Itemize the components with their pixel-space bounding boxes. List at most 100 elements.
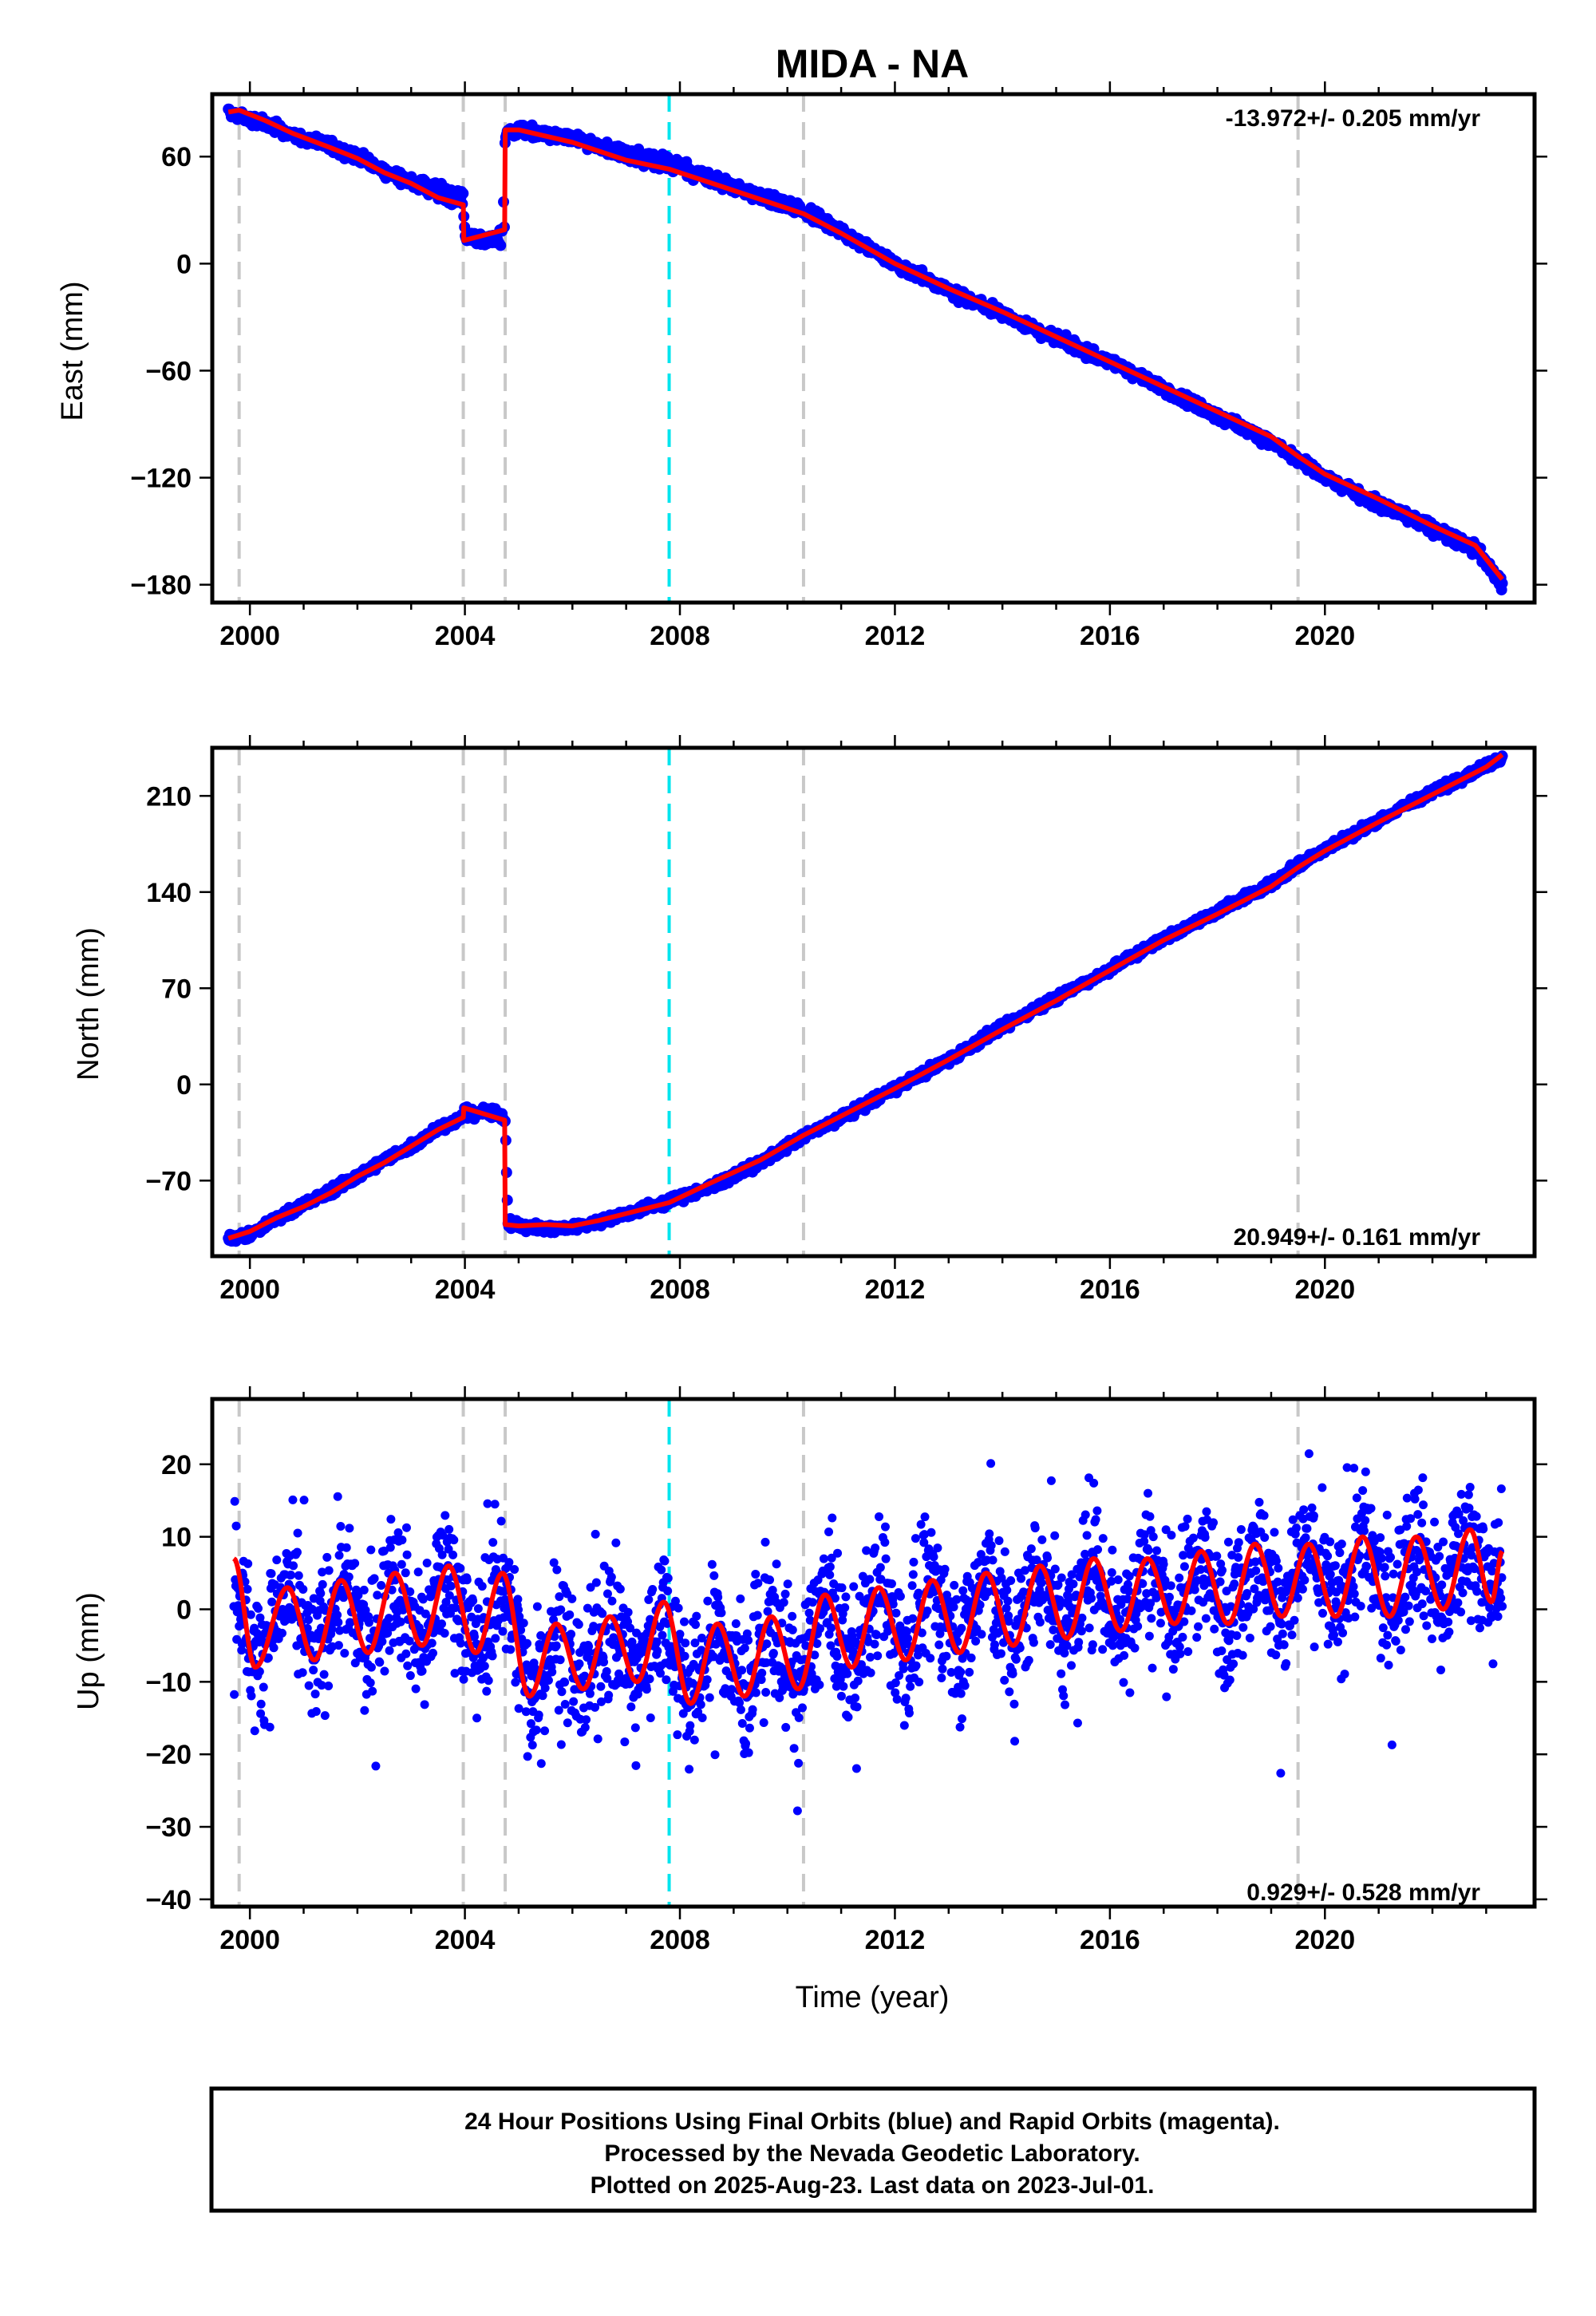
up-data-point (832, 1682, 841, 1691)
up-data-point (560, 1700, 570, 1709)
up-data-point (737, 1666, 747, 1675)
up-data-point (751, 1688, 760, 1697)
up-data-point (609, 1633, 618, 1642)
up-data-point (286, 1571, 296, 1580)
up-data-point (626, 1623, 635, 1633)
up-data-point (543, 1676, 553, 1686)
up-data-point (606, 1572, 616, 1582)
north-y-tick-label: 210 (146, 781, 192, 812)
up-data-point (402, 1550, 412, 1559)
up-data-point (841, 1592, 851, 1602)
up-data-point (833, 1548, 843, 1558)
up-data-point (293, 1528, 302, 1538)
up-data-point (366, 1545, 376, 1555)
up-data-point (744, 1748, 753, 1757)
up-data-point (794, 1758, 804, 1768)
up-data-point (324, 1682, 334, 1691)
up-data-point (865, 1575, 875, 1584)
up-data-point (440, 1511, 450, 1520)
up-data-point (318, 1579, 327, 1589)
up-data-point (848, 1647, 858, 1657)
up-data-point (922, 1606, 932, 1615)
up-data-point (736, 1705, 745, 1714)
up-data-point (302, 1623, 312, 1633)
east-x-tick-label: 2000 (219, 621, 280, 651)
up-data-point (911, 1661, 921, 1670)
up-data-point (575, 1659, 584, 1669)
up-data-point (368, 1686, 377, 1696)
up-data-point (689, 1735, 699, 1745)
up-data-point (593, 1734, 602, 1744)
up-data-point (891, 1608, 901, 1618)
up-data-point (344, 1572, 354, 1582)
caption-box (209, 2086, 1537, 2213)
up-data-point (604, 1690, 614, 1700)
up-data-point (757, 1668, 767, 1678)
north-y-tick-label: 0 (176, 1070, 192, 1101)
up-data-point (895, 1591, 905, 1601)
up-data-point (243, 1584, 252, 1594)
up-data-point (760, 1537, 770, 1547)
up-data-point (630, 1723, 640, 1733)
up-data-point (547, 1667, 557, 1677)
up-data-point (740, 1643, 749, 1653)
up-data-point (737, 1718, 747, 1728)
up-data-point (620, 1737, 630, 1747)
up-data-point (881, 1554, 891, 1563)
north-x-tick-label: 2020 (1294, 1275, 1355, 1305)
up-data-point (645, 1674, 654, 1684)
up-data-point (371, 1761, 381, 1771)
up-data-point (810, 1650, 820, 1660)
up-data-point (385, 1543, 395, 1552)
up-data-point (762, 1639, 772, 1649)
up-data-point (852, 1702, 862, 1712)
up-data-point (713, 1592, 723, 1602)
up-data-point (913, 1650, 922, 1660)
up-data-point (364, 1618, 373, 1627)
up-data-point (828, 1513, 837, 1523)
up-data-point (420, 1700, 429, 1709)
up-data-point (334, 1641, 343, 1650)
up-data-point (438, 1531, 448, 1540)
up-data-point (421, 1609, 430, 1618)
up-data-point (413, 1567, 423, 1577)
up-data-point (827, 1623, 836, 1633)
up-data-point (488, 1538, 498, 1547)
up-data-point (788, 1611, 797, 1621)
up-data-point (256, 1699, 266, 1709)
up-data-point (582, 1715, 591, 1725)
up-data-point (418, 1595, 428, 1604)
up-data-point (428, 1648, 437, 1658)
up-data-point (401, 1649, 411, 1658)
up-data-point (536, 1630, 546, 1640)
up-data-point (552, 1565, 562, 1575)
north-x-tick-label: 2000 (219, 1275, 280, 1305)
up-data-point (792, 1806, 802, 1816)
up-data-point (920, 1512, 930, 1522)
up-data-point (875, 1563, 885, 1572)
up-data-point (685, 1765, 694, 1774)
up-data-point (422, 1558, 432, 1567)
up-data-point (675, 1630, 685, 1639)
up-data-point (277, 1628, 286, 1638)
up-data-point (411, 1684, 421, 1694)
up-data-point (853, 1676, 863, 1686)
up-data-point (742, 1629, 752, 1638)
up-data-point (895, 1670, 904, 1680)
up-data-point (250, 1726, 259, 1736)
up-data-point (514, 1605, 523, 1614)
up-data-point (911, 1534, 920, 1543)
up-data-point (827, 1553, 836, 1563)
up-data-point (794, 1713, 804, 1722)
up-data-point (437, 1550, 447, 1559)
up-data-point (832, 1651, 842, 1661)
up-data-point (377, 1637, 387, 1646)
up-data-point (569, 1697, 579, 1706)
up-data-point (656, 1669, 666, 1678)
up-data-point (662, 1675, 671, 1685)
up-data-point (322, 1552, 332, 1562)
east-x-tick-label: 2020 (1294, 621, 1355, 651)
up-data-point (263, 1653, 273, 1662)
up-data-point (397, 1559, 406, 1569)
up-data-point (393, 1528, 403, 1538)
